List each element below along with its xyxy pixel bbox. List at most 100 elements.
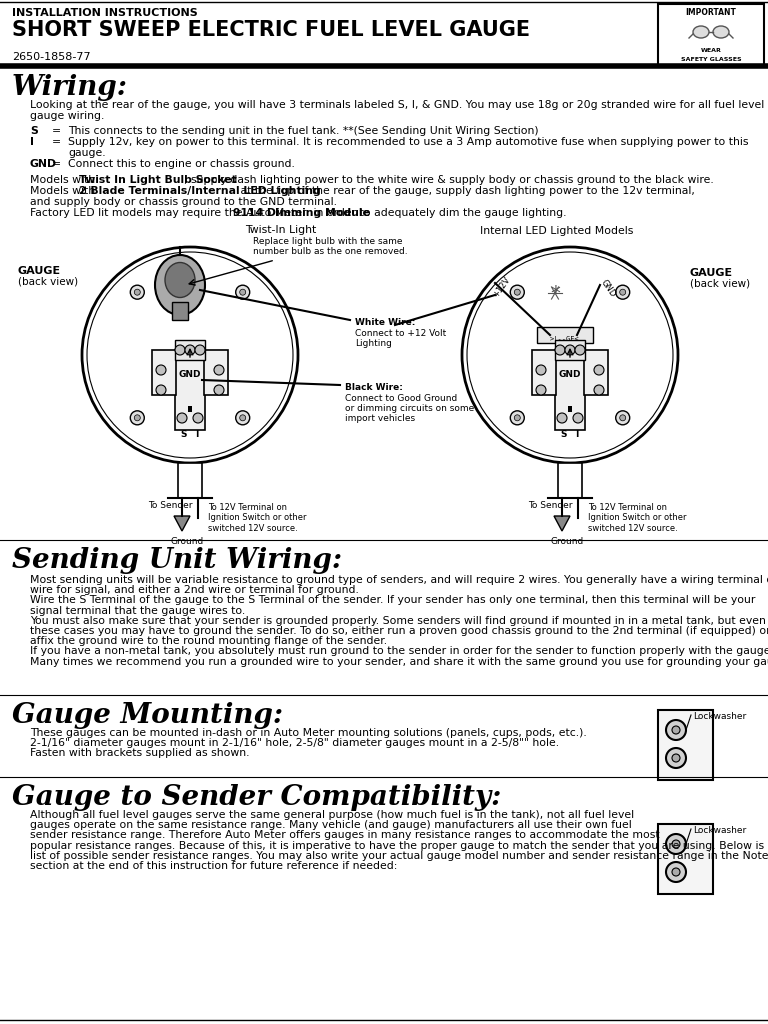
Text: Ground: Ground — [551, 537, 584, 546]
Text: >|--GF<: >|--GF< — [550, 336, 580, 343]
Bar — [555, 340, 585, 360]
Text: and supply body or chassis ground to the GND terminal.: and supply body or chassis ground to the… — [30, 197, 337, 207]
Circle shape — [195, 345, 205, 355]
Text: 2 Blade Terminals/Internal LED Lighting: 2 Blade Terminals/Internal LED Lighting — [78, 186, 320, 196]
Text: gauge wiring.: gauge wiring. — [30, 111, 104, 121]
Bar — [175, 350, 205, 430]
Text: Twist-In Light: Twist-In Light — [245, 225, 316, 234]
Circle shape — [510, 286, 525, 299]
Circle shape — [156, 385, 166, 395]
Text: Black Wire:: Black Wire: — [345, 383, 403, 392]
Bar — [188, 406, 192, 412]
Circle shape — [666, 862, 686, 882]
Text: Models with: Models with — [30, 186, 98, 196]
Text: =: = — [52, 137, 61, 147]
Circle shape — [575, 345, 585, 355]
Circle shape — [515, 415, 520, 421]
Circle shape — [131, 286, 144, 299]
Text: in order to adequately dim the gauge lighting.: in order to adequately dim the gauge lig… — [310, 208, 566, 218]
Circle shape — [240, 415, 246, 421]
Text: Internal LED Lighted Models: Internal LED Lighted Models — [480, 226, 634, 236]
Text: White Wire:: White Wire: — [355, 318, 415, 327]
Circle shape — [82, 247, 298, 463]
Circle shape — [536, 365, 546, 375]
Circle shape — [134, 289, 141, 295]
Circle shape — [193, 413, 203, 423]
Circle shape — [594, 365, 604, 375]
Bar — [537, 327, 593, 343]
Text: these cases you may have to ground the sender. To do so, either run a proven goo: these cases you may have to ground the s… — [30, 626, 768, 636]
Circle shape — [594, 385, 604, 395]
Circle shape — [573, 413, 583, 423]
Text: GND: GND — [179, 370, 201, 379]
Text: To Sender: To Sender — [147, 501, 192, 510]
Text: Lockwasher: Lockwasher — [693, 826, 746, 835]
Text: To 12V Terminal on
Ignition Switch or other
switched 12V source.: To 12V Terminal on Ignition Switch or ot… — [588, 503, 687, 532]
Bar — [658, 710, 713, 780]
Bar — [152, 350, 176, 395]
Text: INSTALLATION INSTRUCTIONS: INSTALLATION INSTRUCTIONS — [12, 8, 197, 18]
Text: affix the ground wire to the round mounting flange of the sender.: affix the ground wire to the round mount… — [30, 636, 387, 646]
Circle shape — [214, 385, 224, 395]
Text: , supply dash lighting power to the white wire & supply body or chassis ground t: , supply dash lighting power to the whit… — [184, 175, 714, 185]
Text: WEAR: WEAR — [700, 48, 721, 53]
Text: import vehicles: import vehicles — [345, 414, 415, 423]
Bar — [658, 824, 713, 894]
Text: =: = — [52, 126, 61, 136]
Text: I: I — [575, 430, 578, 439]
Text: Connect to Good Ground: Connect to Good Ground — [345, 394, 457, 403]
Circle shape — [557, 413, 567, 423]
Circle shape — [672, 840, 680, 848]
Text: 2-1/16" diameter gauges mount in 2-1/16" hole, 2-5/8" diameter gauges mount in a: 2-1/16" diameter gauges mount in 2-1/16"… — [30, 738, 559, 749]
Polygon shape — [554, 516, 570, 531]
Circle shape — [616, 411, 630, 425]
Circle shape — [87, 252, 293, 458]
Text: If you have a non-metal tank, you absolutely must run ground to the sender in or: If you have a non-metal tank, you absolu… — [30, 646, 768, 656]
Text: IMPORTANT: IMPORTANT — [686, 8, 737, 17]
Circle shape — [555, 345, 565, 355]
Text: Gauge to Sender Compatibility:: Gauge to Sender Compatibility: — [12, 784, 502, 811]
Polygon shape — [174, 516, 190, 531]
Text: I: I — [30, 137, 34, 147]
Text: To 12V Terminal on
Ignition Switch or other
switched 12V source.: To 12V Terminal on Ignition Switch or ot… — [208, 503, 306, 532]
Bar — [558, 463, 582, 498]
Circle shape — [672, 868, 680, 876]
Text: GND: GND — [599, 279, 617, 299]
Text: Many times we recommend you run a grounded wire to your sender, and share it wit: Many times we recommend you run a ground… — [30, 656, 768, 667]
Circle shape — [620, 289, 626, 295]
Text: gauges operate on the same resistance range. Many vehicle (and gauge) manufactur: gauges operate on the same resistance ra… — [30, 820, 632, 830]
Bar — [568, 406, 572, 412]
Text: Connect to +12 Volt: Connect to +12 Volt — [355, 329, 446, 338]
Bar — [204, 350, 228, 395]
Circle shape — [236, 286, 250, 299]
Text: 9114 Dimming Module: 9114 Dimming Module — [233, 208, 369, 218]
Circle shape — [565, 345, 575, 355]
Text: number bulb as the one removed.: number bulb as the one removed. — [253, 247, 408, 256]
Text: gauge.: gauge. — [68, 148, 106, 158]
Text: S: S — [180, 430, 187, 439]
Text: Most sending units will be variable resistance to ground type of senders, and wi: Most sending units will be variable resi… — [30, 575, 768, 585]
Text: S: S — [30, 126, 38, 136]
Text: These gauges can be mounted in-dash or in Auto Meter mounting solutions (panels,: These gauges can be mounted in-dash or i… — [30, 728, 587, 738]
Circle shape — [131, 411, 144, 425]
Text: Wire the S Terminal of the gauge to the S Terminal of the sender. If your sender: Wire the S Terminal of the gauge to the … — [30, 595, 756, 605]
Text: GAUGE: GAUGE — [690, 268, 733, 278]
Text: section at the end of this instruction for future reference if needed:: section at the end of this instruction f… — [30, 861, 397, 871]
Text: Twist In Light Bulb Socket: Twist In Light Bulb Socket — [78, 175, 237, 185]
Ellipse shape — [155, 255, 205, 315]
Text: Looking at the rear of the gauge, you will have 3 terminals labeled S, I, & GND.: Looking at the rear of the gauge, you wi… — [30, 100, 764, 110]
Text: sender resistance range. Therefore Auto Meter offers gauges in many resistance r: sender resistance range. Therefore Auto … — [30, 830, 660, 841]
Ellipse shape — [713, 26, 729, 38]
Text: Sending Unit Wiring:: Sending Unit Wiring: — [12, 547, 342, 574]
Bar — [172, 302, 188, 319]
Text: Factory LED lit models may require the Auto Meter: Factory LED lit models may require the A… — [30, 208, 310, 218]
Circle shape — [156, 365, 166, 375]
Circle shape — [462, 247, 678, 463]
Text: Ground: Ground — [170, 537, 204, 546]
Bar — [658, 4, 764, 66]
Circle shape — [616, 286, 630, 299]
Text: SAFETY GLASSES: SAFETY GLASSES — [680, 57, 741, 62]
Text: Lockwasher: Lockwasher — [693, 712, 746, 721]
Text: This connects to the sending unit in the fuel tank. **(See Sending Unit Wiring S: This connects to the sending unit in the… — [68, 126, 538, 136]
Circle shape — [214, 365, 224, 375]
